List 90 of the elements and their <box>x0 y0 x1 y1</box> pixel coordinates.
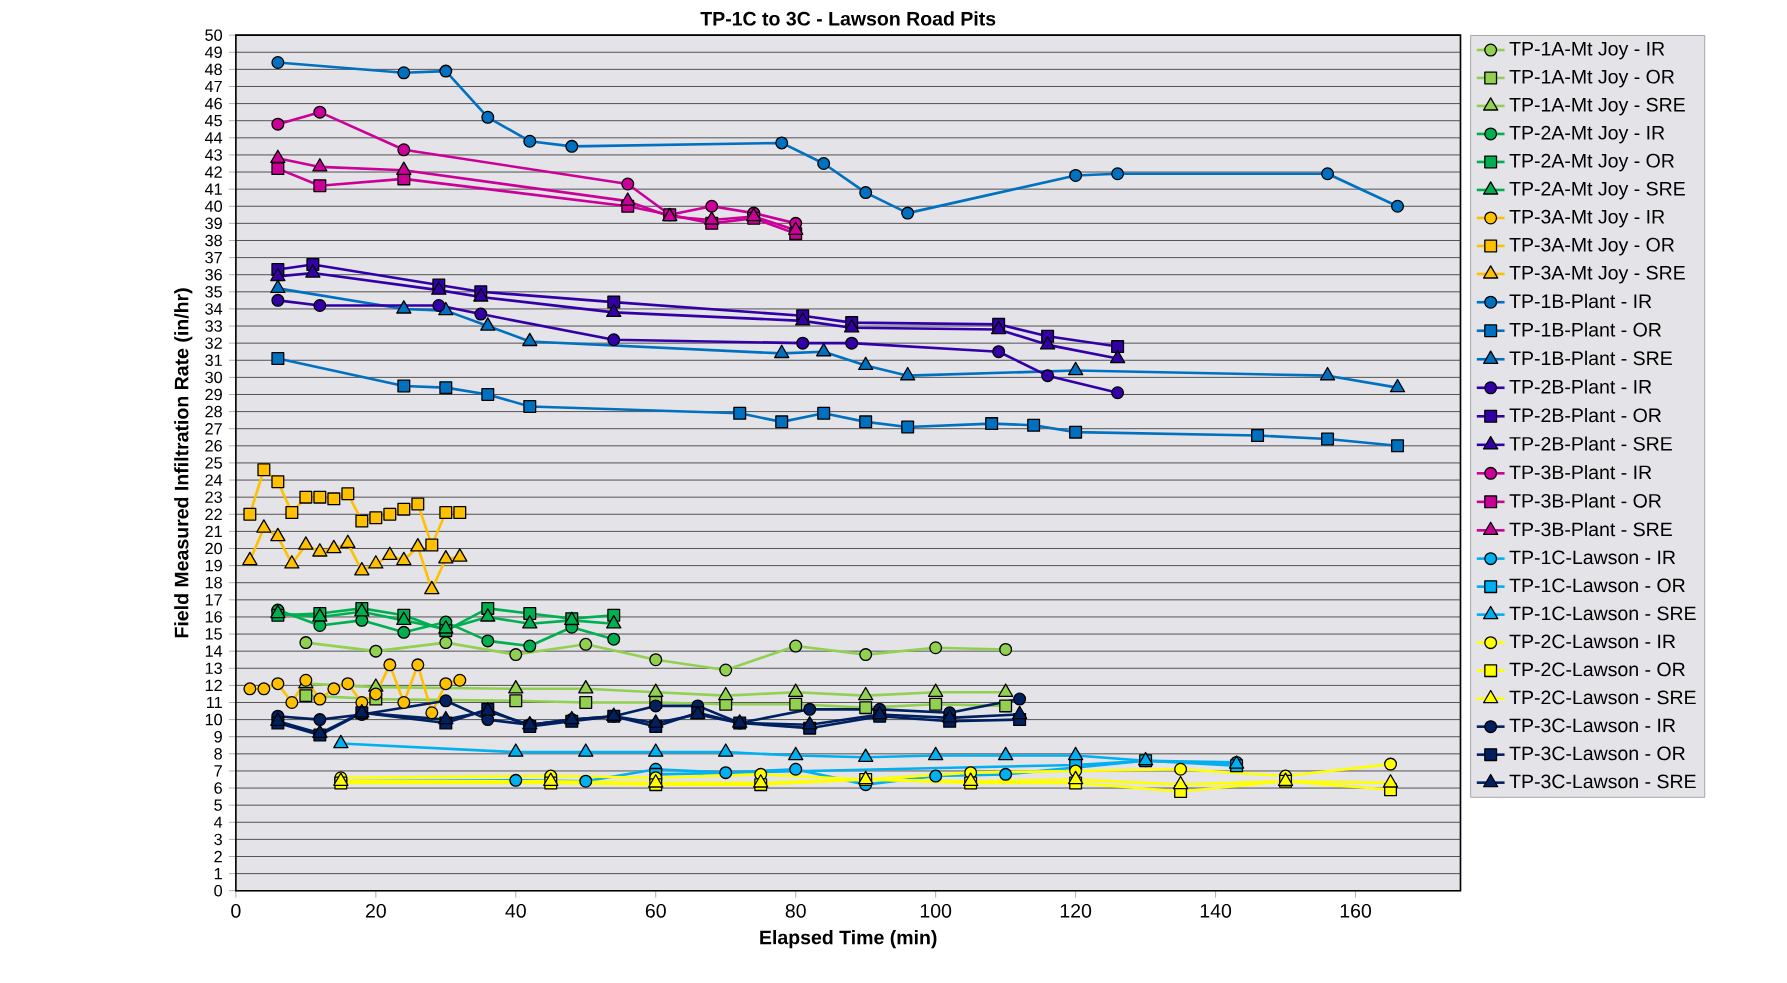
y-tick-label: 1 <box>214 867 222 880</box>
y-tick-label: 23 <box>205 491 222 503</box>
y-tick-label: 0 <box>214 884 223 897</box>
y-tick-label: 48 <box>204 63 222 76</box>
y-tick-label: 26 <box>205 439 222 452</box>
x-tick-label: 20 <box>365 903 386 918</box>
y-tick-label: 6 <box>214 782 222 794</box>
legend-label: TP-2C-Lawson - IR <box>1509 634 1676 649</box>
legend-label: TP-3C-Lawson - OR <box>1509 746 1685 761</box>
legend-label: TP-3A-Mt Joy - IR <box>1509 209 1665 228</box>
legend-label: TP-3C-Lawson - IR <box>1509 718 1676 733</box>
y-tick-label: 44 <box>204 132 223 144</box>
y-tick-label: 49 <box>204 46 222 58</box>
y-tick-label: 30 <box>205 371 223 384</box>
legend-label: TP-1B-Plant - IR <box>1509 293 1652 309</box>
y-tick-label: 32 <box>205 337 222 349</box>
legend-label: TP-3C-Lawson - SRE <box>1509 774 1696 789</box>
y-tick-label: 42 <box>204 166 222 178</box>
legend-label: TP-1A-Mt Joy - SRE <box>1509 97 1685 116</box>
legend-label: TP-1C-Lawson - OR <box>1509 578 1685 593</box>
y-tick-label: 21 <box>205 525 222 537</box>
y-tick-label: 3 <box>214 833 222 846</box>
legend-label: TP-1B-Plant - SRE <box>1509 350 1672 366</box>
legend-label: TP-3B-Plant - OR <box>1509 493 1661 508</box>
y-tick-label: 10 <box>205 713 223 726</box>
x-tick-label: 160 <box>1340 903 1372 918</box>
y-tick-label: 31 <box>205 354 222 366</box>
y-tick-label: 15 <box>205 628 222 640</box>
y-tick-label: 5 <box>214 799 222 811</box>
legend-label: TP-1B-Plant - OR <box>1509 322 1661 337</box>
y-tick-label: 50 <box>205 29 223 41</box>
x-tick-label: 0 <box>231 903 241 918</box>
y-tick-label: 43 <box>204 149 222 161</box>
x-tick-label: 140 <box>1200 903 1232 918</box>
y-tick-label: 40 <box>204 200 223 212</box>
y-tick-label: 7 <box>214 765 222 777</box>
y-tick-label: 13 <box>205 662 222 674</box>
y-tick-label: 41 <box>204 183 222 195</box>
y-tick-label: 34 <box>205 303 223 315</box>
y-tick-label: 37 <box>205 251 222 264</box>
legend-label: TP-3B-Plant - SRE <box>1509 521 1672 537</box>
x-tick-label: 80 <box>785 903 806 918</box>
legend-label: TP-2B-Plant - SRE <box>1509 436 1672 451</box>
legend-label: TP-2C-Lawson - SRE <box>1509 690 1696 705</box>
legend-label: TP-2A-Mt Joy - SRE <box>1509 181 1685 200</box>
legend-label: TP-2A-Mt Joy - OR <box>1509 153 1674 172</box>
y-tick-label: 9 <box>214 730 222 743</box>
y-tick-label: 12 <box>205 679 222 691</box>
y-tick-label: 46 <box>204 97 222 110</box>
legend-label: TP-3B-Plant - IR <box>1509 464 1652 480</box>
y-tick-label: 19 <box>205 559 222 572</box>
chart-title: TP-1C to 3C - Lawson Road Pits <box>700 11 996 26</box>
x-tick-label: 120 <box>1060 903 1092 918</box>
y-tick-label: 28 <box>205 405 222 418</box>
y-tick-label: 2 <box>214 850 222 863</box>
y-tick-label: 47 <box>204 80 222 92</box>
y-axis-title: Field Measured Infiltration Rate (in/hr) <box>174 288 193 638</box>
legend-label: TP-2B-Plant - IR <box>1509 379 1652 394</box>
legend-label: TP-1C-Lawson - IR <box>1509 550 1676 565</box>
y-tick-label: 35 <box>205 285 222 298</box>
y-tick-label: 36 <box>205 268 222 281</box>
y-tick-label: 14 <box>205 645 223 657</box>
legend-label: TP-1A-Mt Joy - OR <box>1509 69 1674 88</box>
y-tick-label: 27 <box>205 422 222 435</box>
y-tick-label: 38 <box>205 234 222 247</box>
legend-label: TP-3A-Mt Joy - SRE <box>1509 265 1685 284</box>
y-tick-label: 8 <box>214 747 222 760</box>
y-tick-label: 24 <box>205 474 223 486</box>
y-tick-label: 45 <box>204 114 222 127</box>
y-tick-label: 4 <box>213 816 223 828</box>
y-tick-label: 18 <box>205 576 222 589</box>
y-tick-label: 16 <box>205 611 222 623</box>
legend-label: TP-2C-Lawson - OR <box>1509 662 1685 677</box>
y-tick-label: 11 <box>207 696 222 708</box>
x-axis-title: Elapsed Time (min) <box>760 929 937 949</box>
y-tick-label: 20 <box>205 542 223 555</box>
x-tick-label: 40 <box>505 903 526 918</box>
y-tick-label: 39 <box>205 217 222 230</box>
legend-label: TP-2B-Plant - OR <box>1509 407 1661 423</box>
y-tick-label: 17 <box>205 594 222 606</box>
legend-label: TP-3A-Mt Joy - OR <box>1509 237 1674 256</box>
y-tick-label: 25 <box>205 457 222 469</box>
y-tick-label: 33 <box>205 320 222 332</box>
legend-label: TP-1A-Mt Joy - IR <box>1509 41 1665 60</box>
y-tick-label: 22 <box>205 508 222 520</box>
y-tick-label: 29 <box>205 388 222 401</box>
x-tick-label: 60 <box>645 903 666 918</box>
legend-label: TP-2A-Mt Joy - IR <box>1509 125 1665 144</box>
legend-label: TP-1C-Lawson - SRE <box>1509 606 1696 621</box>
x-tick-label: 100 <box>920 903 952 918</box>
